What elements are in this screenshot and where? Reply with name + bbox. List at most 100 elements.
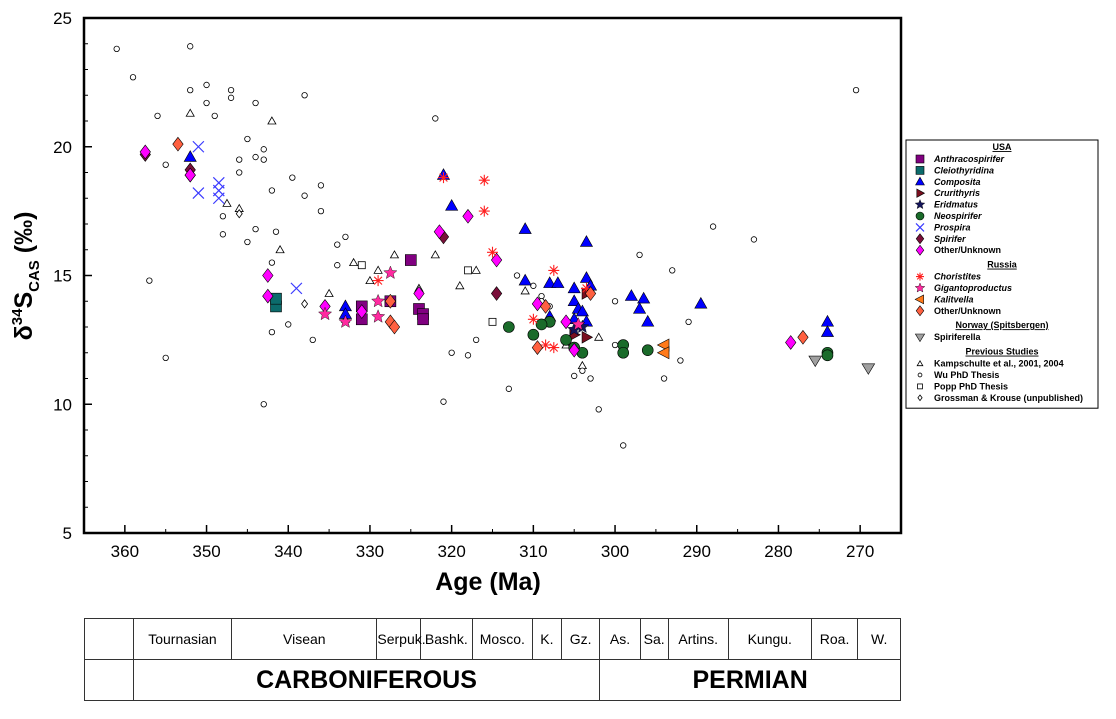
stage-sakmarian: Sa. xyxy=(639,618,669,660)
data-point xyxy=(219,231,227,238)
data-point xyxy=(464,352,472,359)
data-point xyxy=(560,334,572,346)
data-point xyxy=(568,342,580,358)
data-point xyxy=(581,282,592,294)
legend-entry: Spirifer xyxy=(934,234,966,244)
x-axis: 360 350 340 330 320 310 300 290 280 270 xyxy=(83,525,902,561)
legend-marker xyxy=(915,211,925,221)
data-point xyxy=(785,335,797,350)
data-point xyxy=(560,314,572,330)
data-point xyxy=(505,385,512,392)
data-point xyxy=(252,99,259,107)
data-point xyxy=(685,318,692,326)
series-other-unknown-russia- xyxy=(172,136,809,355)
data-point xyxy=(272,228,280,235)
data-point xyxy=(527,328,540,341)
y-tick-label: 25 xyxy=(53,9,72,28)
x-tick-label: 270 xyxy=(846,542,874,561)
scatter-chart: 360 350 340 330 320 310 300 290 280 270 5 10 15 20 25… xyxy=(9,9,1099,596)
data-point xyxy=(660,375,668,382)
data-point xyxy=(797,329,809,345)
legend-marker xyxy=(915,222,925,232)
data-point xyxy=(490,286,503,301)
x-tick-label: 330 xyxy=(356,542,384,561)
data-point xyxy=(388,319,401,335)
data-point xyxy=(192,140,205,153)
period-empty-cell xyxy=(84,659,134,701)
legend-entry: Composita xyxy=(934,177,981,187)
x-tick-label: 320 xyxy=(437,542,465,561)
x-axis-title: Age (Ma) xyxy=(435,568,541,596)
data-point xyxy=(235,209,243,219)
legend-entry: Grossman & Krouse (unpublished) xyxy=(934,393,1083,403)
data-point xyxy=(357,261,366,270)
geologic-timescale: Tournasian Visean Serpuk. Bashk. Mosco. … xyxy=(84,618,901,701)
y-tick-label: 20 xyxy=(53,138,72,157)
data-point xyxy=(617,346,630,359)
legend-frame xyxy=(905,139,1099,409)
data-point xyxy=(301,192,308,199)
legend-marker xyxy=(914,282,926,293)
series-spirifer xyxy=(139,147,503,301)
data-point xyxy=(203,99,210,107)
x-tick-label: 300 xyxy=(601,542,629,561)
data-point xyxy=(448,349,455,356)
y-axis: 5 10 15 20 25 xyxy=(53,9,92,543)
data-point xyxy=(513,272,521,279)
data-point xyxy=(611,341,619,349)
stage-tournasian: Tournasian xyxy=(132,618,233,660)
data-point xyxy=(371,293,386,308)
legend-entry: Anthracospirifer xyxy=(933,154,1005,164)
data-point xyxy=(548,342,560,354)
data-point xyxy=(535,318,548,331)
data-point xyxy=(260,156,267,163)
data-point xyxy=(348,257,359,267)
data-point xyxy=(236,156,243,163)
data-point xyxy=(641,314,655,327)
stage-kasimovian: K. xyxy=(531,618,562,660)
data-point xyxy=(750,236,758,243)
data-point xyxy=(579,367,586,374)
y-axis-title-s: S xyxy=(10,292,38,309)
data-point xyxy=(579,235,594,247)
y-tick-label: 10 xyxy=(53,395,72,414)
data-point xyxy=(417,313,429,326)
data-point xyxy=(584,286,597,301)
data-point xyxy=(543,276,557,288)
data-point xyxy=(490,252,503,268)
data-point xyxy=(187,86,194,94)
data-point xyxy=(267,116,277,125)
legend-marker xyxy=(914,294,924,305)
legend-marker xyxy=(915,154,925,164)
legend-entry: Eridmatus xyxy=(934,200,978,210)
data-point xyxy=(538,292,545,300)
data-point xyxy=(503,321,515,333)
period-permian: PERMIAN xyxy=(599,659,901,701)
series-other-unknown-usa- xyxy=(139,144,797,358)
data-point xyxy=(139,144,151,160)
data-point xyxy=(384,293,396,309)
data-point xyxy=(530,282,537,289)
data-point xyxy=(567,294,581,306)
x-tick-label: 290 xyxy=(683,542,711,561)
stage-empty-cell xyxy=(84,618,134,660)
series-kalitvella xyxy=(656,338,670,360)
y-axis-title-sub: CAS xyxy=(26,260,43,292)
data-point xyxy=(317,306,333,321)
data-point xyxy=(624,289,638,301)
data-point xyxy=(487,246,498,258)
data-point xyxy=(244,238,251,246)
series-composita xyxy=(183,150,835,337)
legend-marker xyxy=(914,333,926,343)
data-point xyxy=(252,225,259,233)
data-point xyxy=(317,207,325,215)
legend-entry: Popp PhD Thesis xyxy=(934,381,1008,391)
legend-entry: Kalitvella xyxy=(934,294,974,304)
data-point xyxy=(432,115,439,122)
stage-visean: Visean xyxy=(231,618,378,660)
data-point xyxy=(587,375,594,382)
data-point xyxy=(342,233,349,241)
legend-entry: Kampschulte et al., 2001, 2004 xyxy=(934,359,1064,369)
x-tick-label: 280 xyxy=(764,542,792,561)
data-point xyxy=(861,363,876,375)
